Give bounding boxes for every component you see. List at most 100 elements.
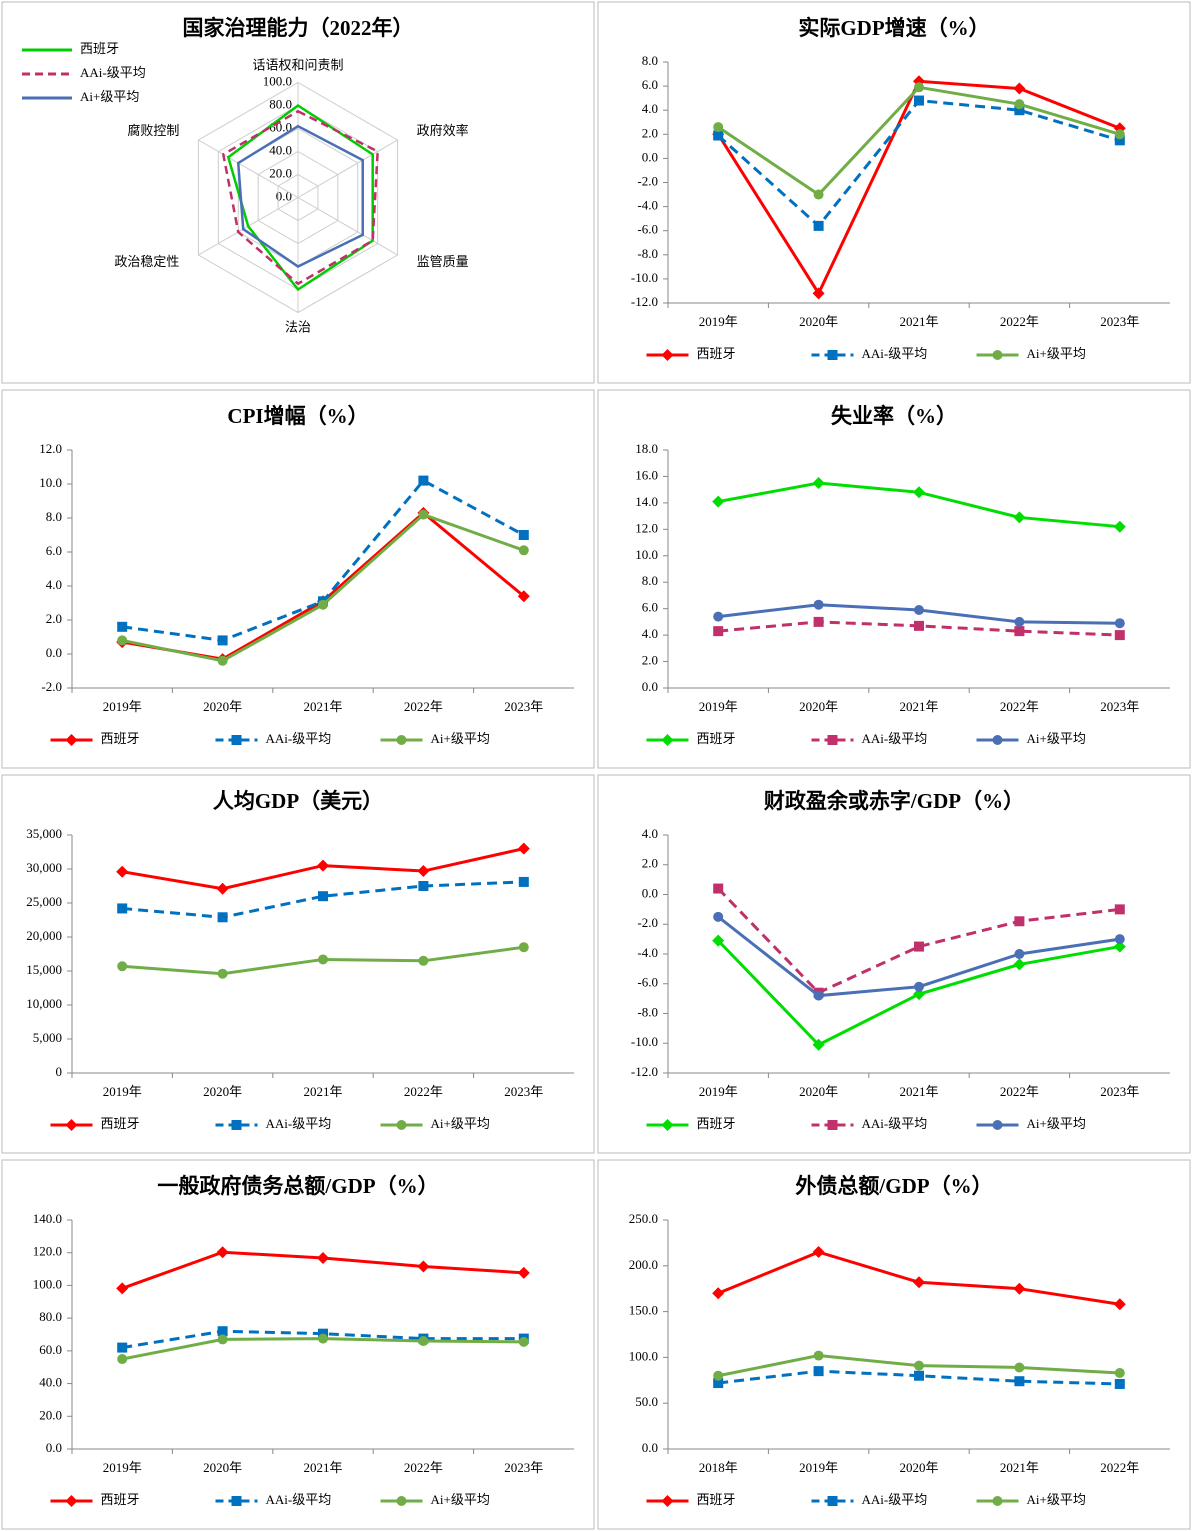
- point: [117, 635, 128, 646]
- x-tick-label: 2020年: [799, 699, 838, 714]
- point: [813, 1350, 824, 1361]
- legend-marker: [65, 1119, 78, 1131]
- y-tick-label: 10,000: [26, 996, 62, 1011]
- point: [914, 95, 924, 106]
- point: [913, 1276, 925, 1289]
- point: [827, 735, 838, 745]
- legend-label: AAi-级平均: [80, 65, 146, 80]
- y-tick-label: -2.0: [637, 915, 658, 930]
- point: [812, 477, 825, 490]
- x-tick-label: 2022年: [1000, 1084, 1039, 1099]
- series-area: [226, 103, 374, 292]
- point: [117, 621, 128, 632]
- point: [712, 495, 725, 508]
- point: [1114, 1367, 1125, 1378]
- point: [518, 876, 529, 887]
- point: [813, 220, 824, 231]
- x-tick-label: 2020年: [203, 1460, 242, 1475]
- chart-title: 财政盈余或赤字/GDP（%）: [764, 789, 1024, 813]
- legend-marker: [661, 1495, 674, 1507]
- x-tick-label: 2022年: [1100, 1460, 1139, 1475]
- point: [1114, 630, 1125, 641]
- x-tick-label: 2019年: [799, 1460, 838, 1475]
- chart-title: 外债总额/GDP（%）: [795, 1174, 992, 1198]
- chart-title: 失业率（%）: [831, 404, 957, 428]
- point: [1013, 958, 1026, 971]
- series-line: [122, 880, 524, 919]
- y-tick-label: -2.0: [637, 173, 658, 188]
- point: [813, 189, 824, 200]
- series-area: [236, 124, 364, 268]
- legend-label: Ai+级平均: [431, 731, 490, 746]
- point: [396, 1496, 407, 1506]
- y-tick-label: 5,000: [33, 1030, 62, 1045]
- legend-marker: [396, 1120, 407, 1130]
- point: [1014, 1362, 1025, 1373]
- legend-label: 西班牙: [697, 346, 736, 361]
- point: [217, 1326, 228, 1337]
- chart-panel: CPI增幅（%） -2.0 0.0 2.0 4.0 6.0 8.0 10.0 12.0 2019年…: [1, 389, 595, 769]
- point: [812, 1038, 825, 1051]
- x-tick-label: 2021年: [303, 1084, 342, 1099]
- y-tick-label: 16.0: [635, 467, 658, 482]
- y-tick-label: 140.0: [33, 1211, 62, 1226]
- legend-label: AAi-级平均: [862, 731, 928, 746]
- spoke: [297, 139, 398, 198]
- legend-label: 西班牙: [697, 1492, 736, 1507]
- y-tick-label: 100.0: [629, 1348, 658, 1363]
- panel-frame: [597, 1159, 1191, 1530]
- point: [713, 130, 724, 141]
- point: [992, 350, 1003, 360]
- x-tick-label: 2023年: [504, 1460, 543, 1475]
- point: [1114, 618, 1125, 629]
- point: [417, 865, 430, 878]
- point: [216, 882, 229, 895]
- y-tick-label: 2.0: [642, 856, 658, 871]
- point: [813, 1366, 824, 1377]
- r-tick-label: 100.0: [263, 73, 292, 88]
- point: [1113, 1298, 1126, 1311]
- point: [713, 611, 724, 622]
- point: [517, 842, 530, 855]
- point: [217, 1334, 228, 1345]
- y-tick-label: -10.0: [631, 270, 658, 285]
- legend-label: 西班牙: [101, 1492, 140, 1507]
- point: [1014, 1376, 1025, 1387]
- y-tick-label: 10.0: [635, 547, 658, 562]
- x-tick-label: 2021年: [899, 699, 938, 714]
- y-tick-label: 2.0: [46, 611, 62, 626]
- y-tick-label: 40.0: [39, 1375, 62, 1390]
- x-tick-label: 2022年: [404, 1460, 443, 1475]
- point: [418, 509, 429, 520]
- legend-label: 西班牙: [80, 41, 119, 56]
- point: [1013, 82, 1026, 95]
- legend-label: 西班牙: [697, 731, 736, 746]
- point: [117, 1342, 128, 1353]
- y-tick-label: 8.0: [46, 509, 62, 524]
- point: [418, 475, 429, 486]
- axis-label: 腐败控制: [127, 123, 179, 138]
- spoke: [198, 139, 299, 198]
- point: [517, 590, 530, 603]
- point: [117, 961, 128, 972]
- y-tick-label: 6.0: [642, 600, 658, 615]
- legend-marker: [992, 1120, 1003, 1130]
- legend-marker: [396, 735, 407, 745]
- legend-label: AAi-级平均: [862, 1492, 928, 1507]
- y-tick-label: 4.0: [46, 577, 62, 592]
- y-tick-label: 12.0: [39, 441, 62, 456]
- point: [713, 626, 724, 637]
- point: [1113, 940, 1126, 953]
- point: [518, 942, 529, 953]
- point: [318, 954, 328, 965]
- y-tick-label: 80.0: [39, 1309, 62, 1324]
- legend-marker: [992, 1496, 1003, 1506]
- x-tick-label: 2021年: [1000, 1460, 1039, 1475]
- y-tick-label: -8.0: [637, 246, 658, 261]
- legend-marker: [661, 1119, 674, 1131]
- y-tick-label: 20.0: [39, 1407, 62, 1422]
- point: [396, 1120, 407, 1130]
- point: [992, 1496, 1003, 1506]
- r-tick-label: 20.0: [269, 165, 292, 180]
